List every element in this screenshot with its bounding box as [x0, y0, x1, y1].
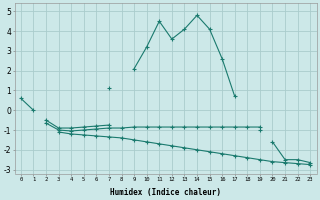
X-axis label: Humidex (Indice chaleur): Humidex (Indice chaleur) [110, 188, 221, 197]
